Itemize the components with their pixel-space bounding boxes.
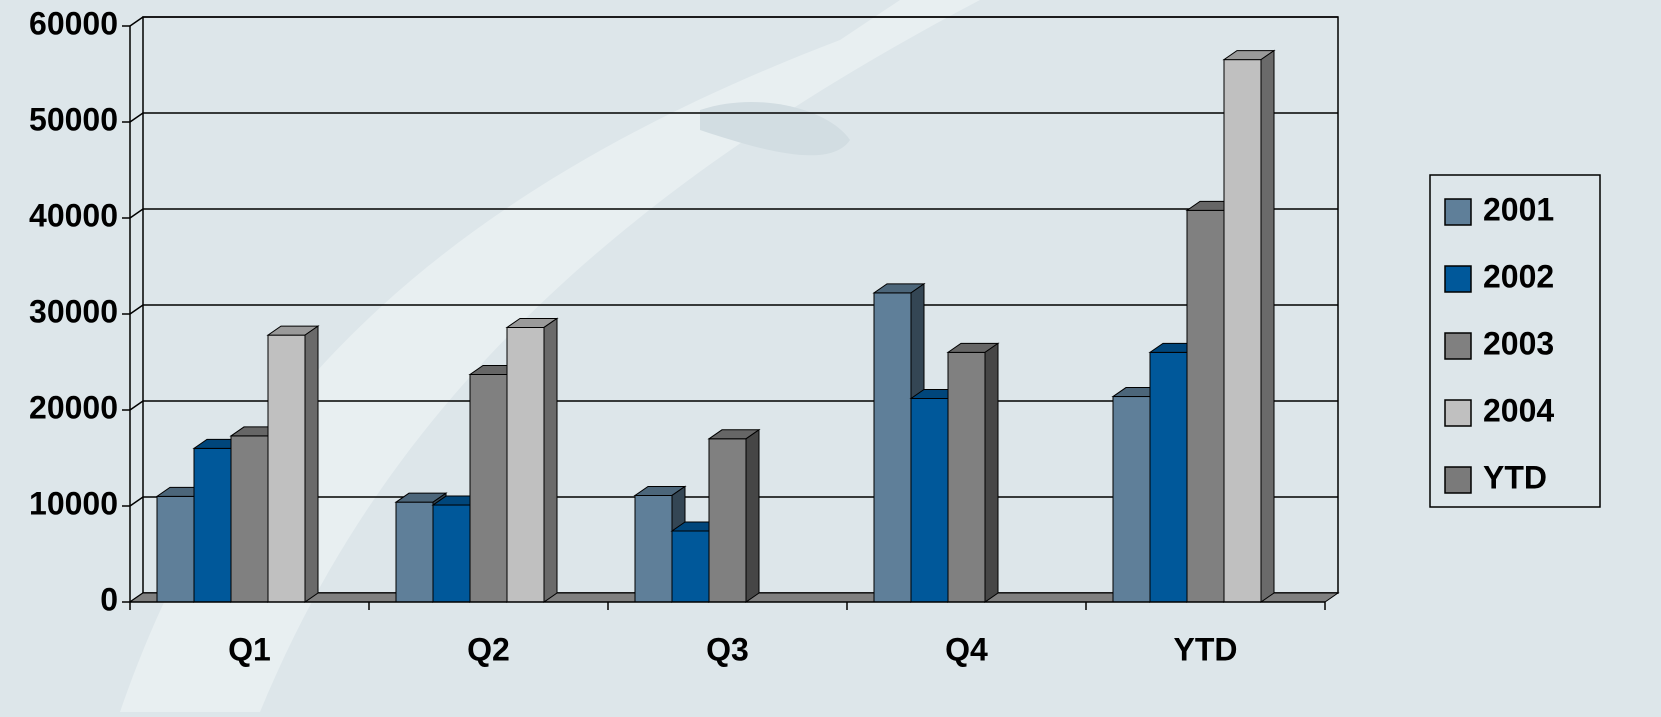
x-tick-label: YTD [1174,631,1238,667]
background-swoosh [120,0,980,712]
x-tick-label: Q3 [706,631,749,667]
legend-label: 2004 [1483,392,1554,428]
legend-swatch [1444,399,1472,427]
y-tick-label: 20000 [29,389,118,425]
legend-label: 2001 [1483,191,1554,227]
x-tick-label: Q1 [228,631,271,667]
bar-front [947,351,986,603]
background-swoosh [700,101,850,156]
bar-front [634,494,673,603]
bar-front [1223,59,1262,603]
grid-line [129,304,1338,315]
legend-label: YTD [1483,459,1547,495]
x-tick-label: Q2 [467,631,510,667]
bar-front [469,373,508,603]
y-tick-label: 50000 [29,101,118,137]
bar-front [432,504,471,603]
bar-side [984,342,999,603]
legend-label: 2002 [1483,258,1554,294]
grid-line [129,208,1338,219]
bar-front [230,435,269,603]
legend-box [1429,174,1601,508]
y-tick-label: 30000 [29,293,118,329]
y-tick-label: 60000 [29,5,118,41]
bar-front [1186,209,1225,603]
bar-front [267,334,306,603]
bar-front [873,292,912,603]
bar-front [708,438,747,603]
bar-side [543,317,558,603]
y-tick-label: 0 [100,581,118,617]
grid-line [129,112,1338,123]
bar-front [156,495,195,603]
grid-line [129,16,1338,27]
bar-front [395,501,434,603]
legend-swatch [1444,466,1472,494]
y-tick-label: 40000 [29,197,118,233]
bar-side [304,325,319,603]
bar-front [910,397,949,603]
bar-side [745,428,760,603]
bar-front [671,530,710,603]
legend-swatch [1444,198,1472,226]
y-tick-label: 10000 [29,485,118,521]
legend-swatch [1444,265,1472,293]
legend-swatch [1444,332,1472,360]
bar-front [193,447,232,603]
x-tick-label: Q4 [945,631,988,667]
bar-front [1149,351,1188,603]
bar-side [1260,49,1275,603]
legend-label: 2003 [1483,325,1554,361]
bar-front [506,326,545,603]
bar-front [1112,396,1151,603]
